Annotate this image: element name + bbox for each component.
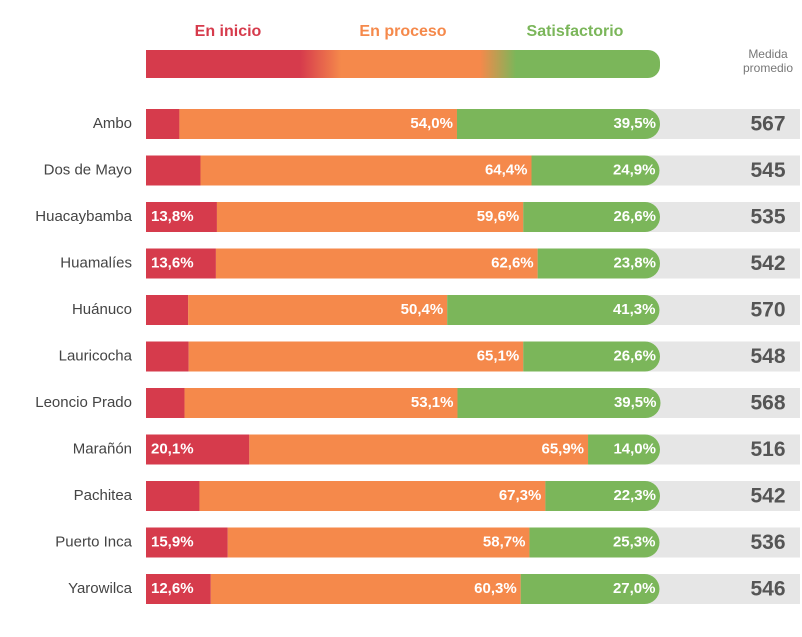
bar-segment: [210, 574, 521, 604]
bar-segment: [146, 574, 211, 604]
bar-segment: [520, 574, 660, 604]
category-label: Pachitea: [74, 487, 133, 504]
value-label: 20,1%: [151, 440, 194, 457]
value-label: 60,3%: [474, 580, 517, 597]
value-label: 13,8%: [151, 208, 194, 225]
value-label: 13,6%: [151, 254, 194, 271]
legend-label: En inicio: [195, 23, 262, 40]
value-label: 15,9%: [151, 533, 194, 550]
legend-label: En proceso: [359, 23, 446, 40]
category-label: Leoncio Prado: [35, 394, 132, 411]
value-label: 26,6%: [613, 208, 656, 225]
value-label: 27,0%: [613, 580, 656, 597]
score-title: promedio: [743, 61, 793, 75]
value-label: 62,6%: [491, 254, 534, 271]
value-label: 24,9%: [613, 161, 656, 178]
bar-segment: [199, 481, 546, 511]
bar-segment: [531, 155, 660, 186]
value-label: 65,1%: [477, 347, 520, 364]
value-label: 53,1%: [411, 394, 454, 411]
bar-segment: [456, 109, 660, 139]
category-label: Huamalíes: [60, 254, 132, 271]
value-label: 25,3%: [613, 533, 656, 550]
value-label: 54,0%: [410, 115, 453, 132]
bar-segment: [216, 202, 524, 232]
bar-segment: [146, 155, 201, 186]
bar-segment: [537, 248, 661, 279]
bar-segment: [523, 341, 661, 372]
bar-segment: [545, 481, 660, 511]
value-label: 39,5%: [614, 394, 657, 411]
bar-segment: [529, 527, 660, 558]
score-value: 567: [750, 113, 785, 136]
value-label: 67,3%: [499, 487, 542, 504]
score-title: Medida: [748, 47, 788, 61]
bar-segment: [447, 295, 660, 325]
score-value: 570: [750, 299, 785, 322]
category-label: Puerto Inca: [55, 533, 132, 550]
value-label: 26,6%: [613, 347, 656, 364]
bar-segment: [215, 248, 538, 279]
bar-segment: [227, 527, 530, 558]
bar-segment: [146, 434, 250, 465]
category-label: Ambo: [93, 115, 132, 132]
bar-segment: [457, 388, 661, 418]
value-label: 22,3%: [613, 487, 656, 504]
bar-segment: [184, 388, 458, 418]
bar-segment: [146, 341, 189, 372]
score-value: 542: [750, 485, 785, 508]
category-label: Lauricocha: [59, 347, 133, 364]
bar-segment: [146, 202, 217, 232]
category-label: Huacaybamba: [35, 208, 132, 225]
bar-segment: [146, 388, 185, 418]
score-value: 535: [750, 206, 785, 229]
value-label: 65,9%: [541, 440, 584, 457]
score-value: 542: [750, 252, 785, 275]
category-label: Huánuco: [72, 301, 132, 318]
value-label: 41,3%: [613, 301, 656, 318]
bar-segment: [188, 295, 448, 325]
bar-segment: [146, 109, 180, 139]
value-label: 50,4%: [401, 301, 444, 318]
score-value: 546: [750, 578, 785, 601]
legend-label: Satisfactorio: [527, 23, 624, 40]
value-label: 64,4%: [485, 161, 528, 178]
value-label: 23,8%: [613, 254, 656, 271]
score-value: 568: [750, 392, 785, 415]
bar-segment: [146, 481, 200, 511]
bar-segment: [188, 341, 524, 372]
value-label: 39,5%: [613, 115, 656, 132]
score-value: 536: [750, 531, 785, 554]
bar-segment: [146, 527, 228, 558]
bar-segment: [523, 202, 660, 232]
bar-segment: [146, 248, 216, 279]
value-label: 58,7%: [483, 533, 526, 550]
bar-segment: [588, 434, 661, 465]
value-label: 14,0%: [613, 440, 656, 457]
score-value: 516: [750, 438, 785, 461]
bar-segment: [179, 109, 457, 139]
bar-segment: [200, 155, 532, 186]
value-label: 59,6%: [477, 208, 520, 225]
bar-segment: [249, 434, 589, 465]
score-value: 545: [750, 159, 785, 182]
value-label: 12,6%: [151, 580, 194, 597]
bar-segment: [146, 295, 189, 325]
category-label: Marañón: [73, 440, 132, 457]
legend-bar: [146, 50, 660, 78]
score-value: 548: [750, 345, 785, 368]
category-label: Dos de Mayo: [44, 161, 132, 178]
category-label: Yarowilca: [68, 580, 133, 597]
